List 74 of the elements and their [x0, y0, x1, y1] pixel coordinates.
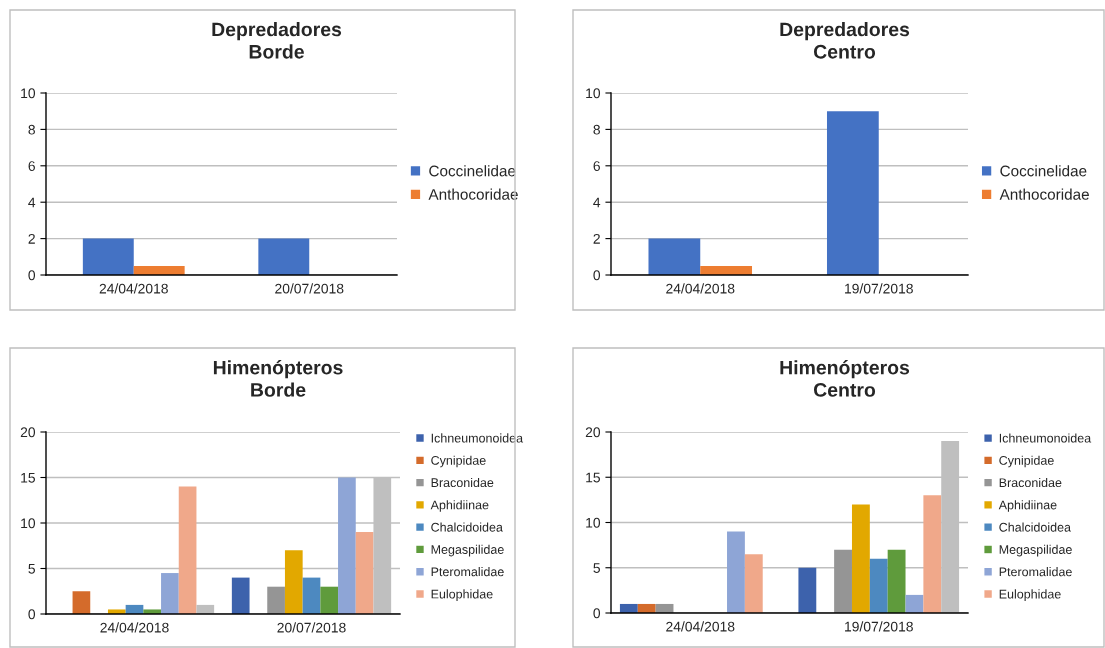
x-tick-label: 19/07/2018	[845, 283, 913, 294]
y-tick-label: 0	[593, 270, 601, 281]
y-tick-label: 20	[585, 427, 601, 438]
legend-label: Eulophidae	[999, 589, 1061, 601]
legend-label: Cynipidae	[999, 455, 1054, 468]
bar	[355, 532, 374, 614]
chart-title: Himenópteros Centro	[780, 360, 910, 397]
y-tick-label: 6	[28, 161, 35, 171]
y-tick-label: 4	[593, 197, 601, 208]
x-tick-label: 24/04/2018	[100, 622, 169, 633]
legend-label: Megaspilidae	[999, 544, 1072, 557]
y-tick-label: 8	[593, 124, 600, 135]
legend-label: Chalcidoidea	[999, 522, 1071, 532]
x-tick-label: 24/04/2018	[99, 283, 168, 294]
bar	[161, 573, 179, 614]
y-tick-label: 15	[586, 472, 600, 483]
bar	[338, 477, 356, 614]
bar	[320, 586, 339, 614]
x-tick-label: 20/07/2018	[275, 283, 344, 294]
legend-label: Aphidiinae	[998, 500, 1057, 512]
bar	[727, 531, 745, 613]
x-tick-label: 19/07/2018	[845, 621, 913, 632]
y-tick-label: 15	[21, 472, 35, 483]
x-tick-label: 24/04/2018	[666, 621, 735, 632]
y-tick-label: 10	[21, 88, 36, 99]
y-tick-label: 10	[586, 88, 601, 99]
bar	[72, 591, 91, 614]
legend-label: Anthocoridae	[428, 188, 518, 200]
legend-label: Cynipidae	[431, 455, 486, 468]
bar	[826, 111, 879, 275]
bar	[798, 567, 817, 613]
bar	[178, 486, 197, 614]
bar	[267, 586, 285, 614]
legend-label: Braconidae	[431, 477, 494, 488]
x-tick-label: 24/04/2018	[666, 283, 735, 294]
legend-label: Anthocoridae	[999, 188, 1089, 200]
y-tick-label: 10	[21, 518, 36, 529]
legend-label: Ichneumonoidea	[999, 433, 1092, 443]
y-tick-label: 5	[28, 563, 35, 574]
chart-title: Depredadores Borde	[212, 22, 342, 59]
bar	[648, 238, 701, 275]
bar	[851, 504, 870, 613]
y-tick-label: 2	[593, 233, 600, 244]
legend-label: Aphidiinae	[430, 500, 489, 512]
y-tick-label: 0	[28, 270, 36, 281]
legend-label: Coccinelidae	[429, 165, 516, 177]
chart-title: Himenópteros Borde	[213, 360, 343, 397]
bar	[834, 549, 852, 613]
y-tick-label: 6	[593, 161, 600, 171]
y-tick-label: 5	[593, 563, 600, 573]
bar	[231, 577, 250, 614]
bar	[869, 558, 888, 613]
legend-label: Pteromalidae	[999, 567, 1072, 577]
chart-title: Depredadores Centro	[780, 22, 910, 59]
bar	[284, 550, 303, 614]
y-tick-label: 4	[28, 197, 36, 208]
bar	[887, 549, 906, 613]
bar	[302, 577, 321, 614]
bar	[923, 495, 942, 613]
legend-label: Chalcidoidea	[431, 522, 503, 532]
y-tick-label: 0	[593, 608, 601, 619]
y-tick-label: 0	[28, 609, 36, 620]
legend-label: Ichneumonoidea	[431, 433, 524, 443]
legend-label: Pteromalidae	[431, 567, 504, 577]
y-tick-label: 2	[28, 233, 35, 244]
legend-label: Eulophidae	[431, 589, 493, 601]
y-tick-label: 8	[28, 124, 35, 135]
y-tick-label: 20	[20, 427, 36, 438]
y-tick-label: 10	[586, 517, 601, 528]
legend-label: Megaspilidae	[431, 544, 504, 557]
x-tick-label: 20/07/2018	[277, 622, 346, 633]
bar	[744, 554, 763, 613]
legend-label: Braconidae	[999, 477, 1062, 488]
legend-label: Coccinelidae	[1000, 165, 1087, 177]
